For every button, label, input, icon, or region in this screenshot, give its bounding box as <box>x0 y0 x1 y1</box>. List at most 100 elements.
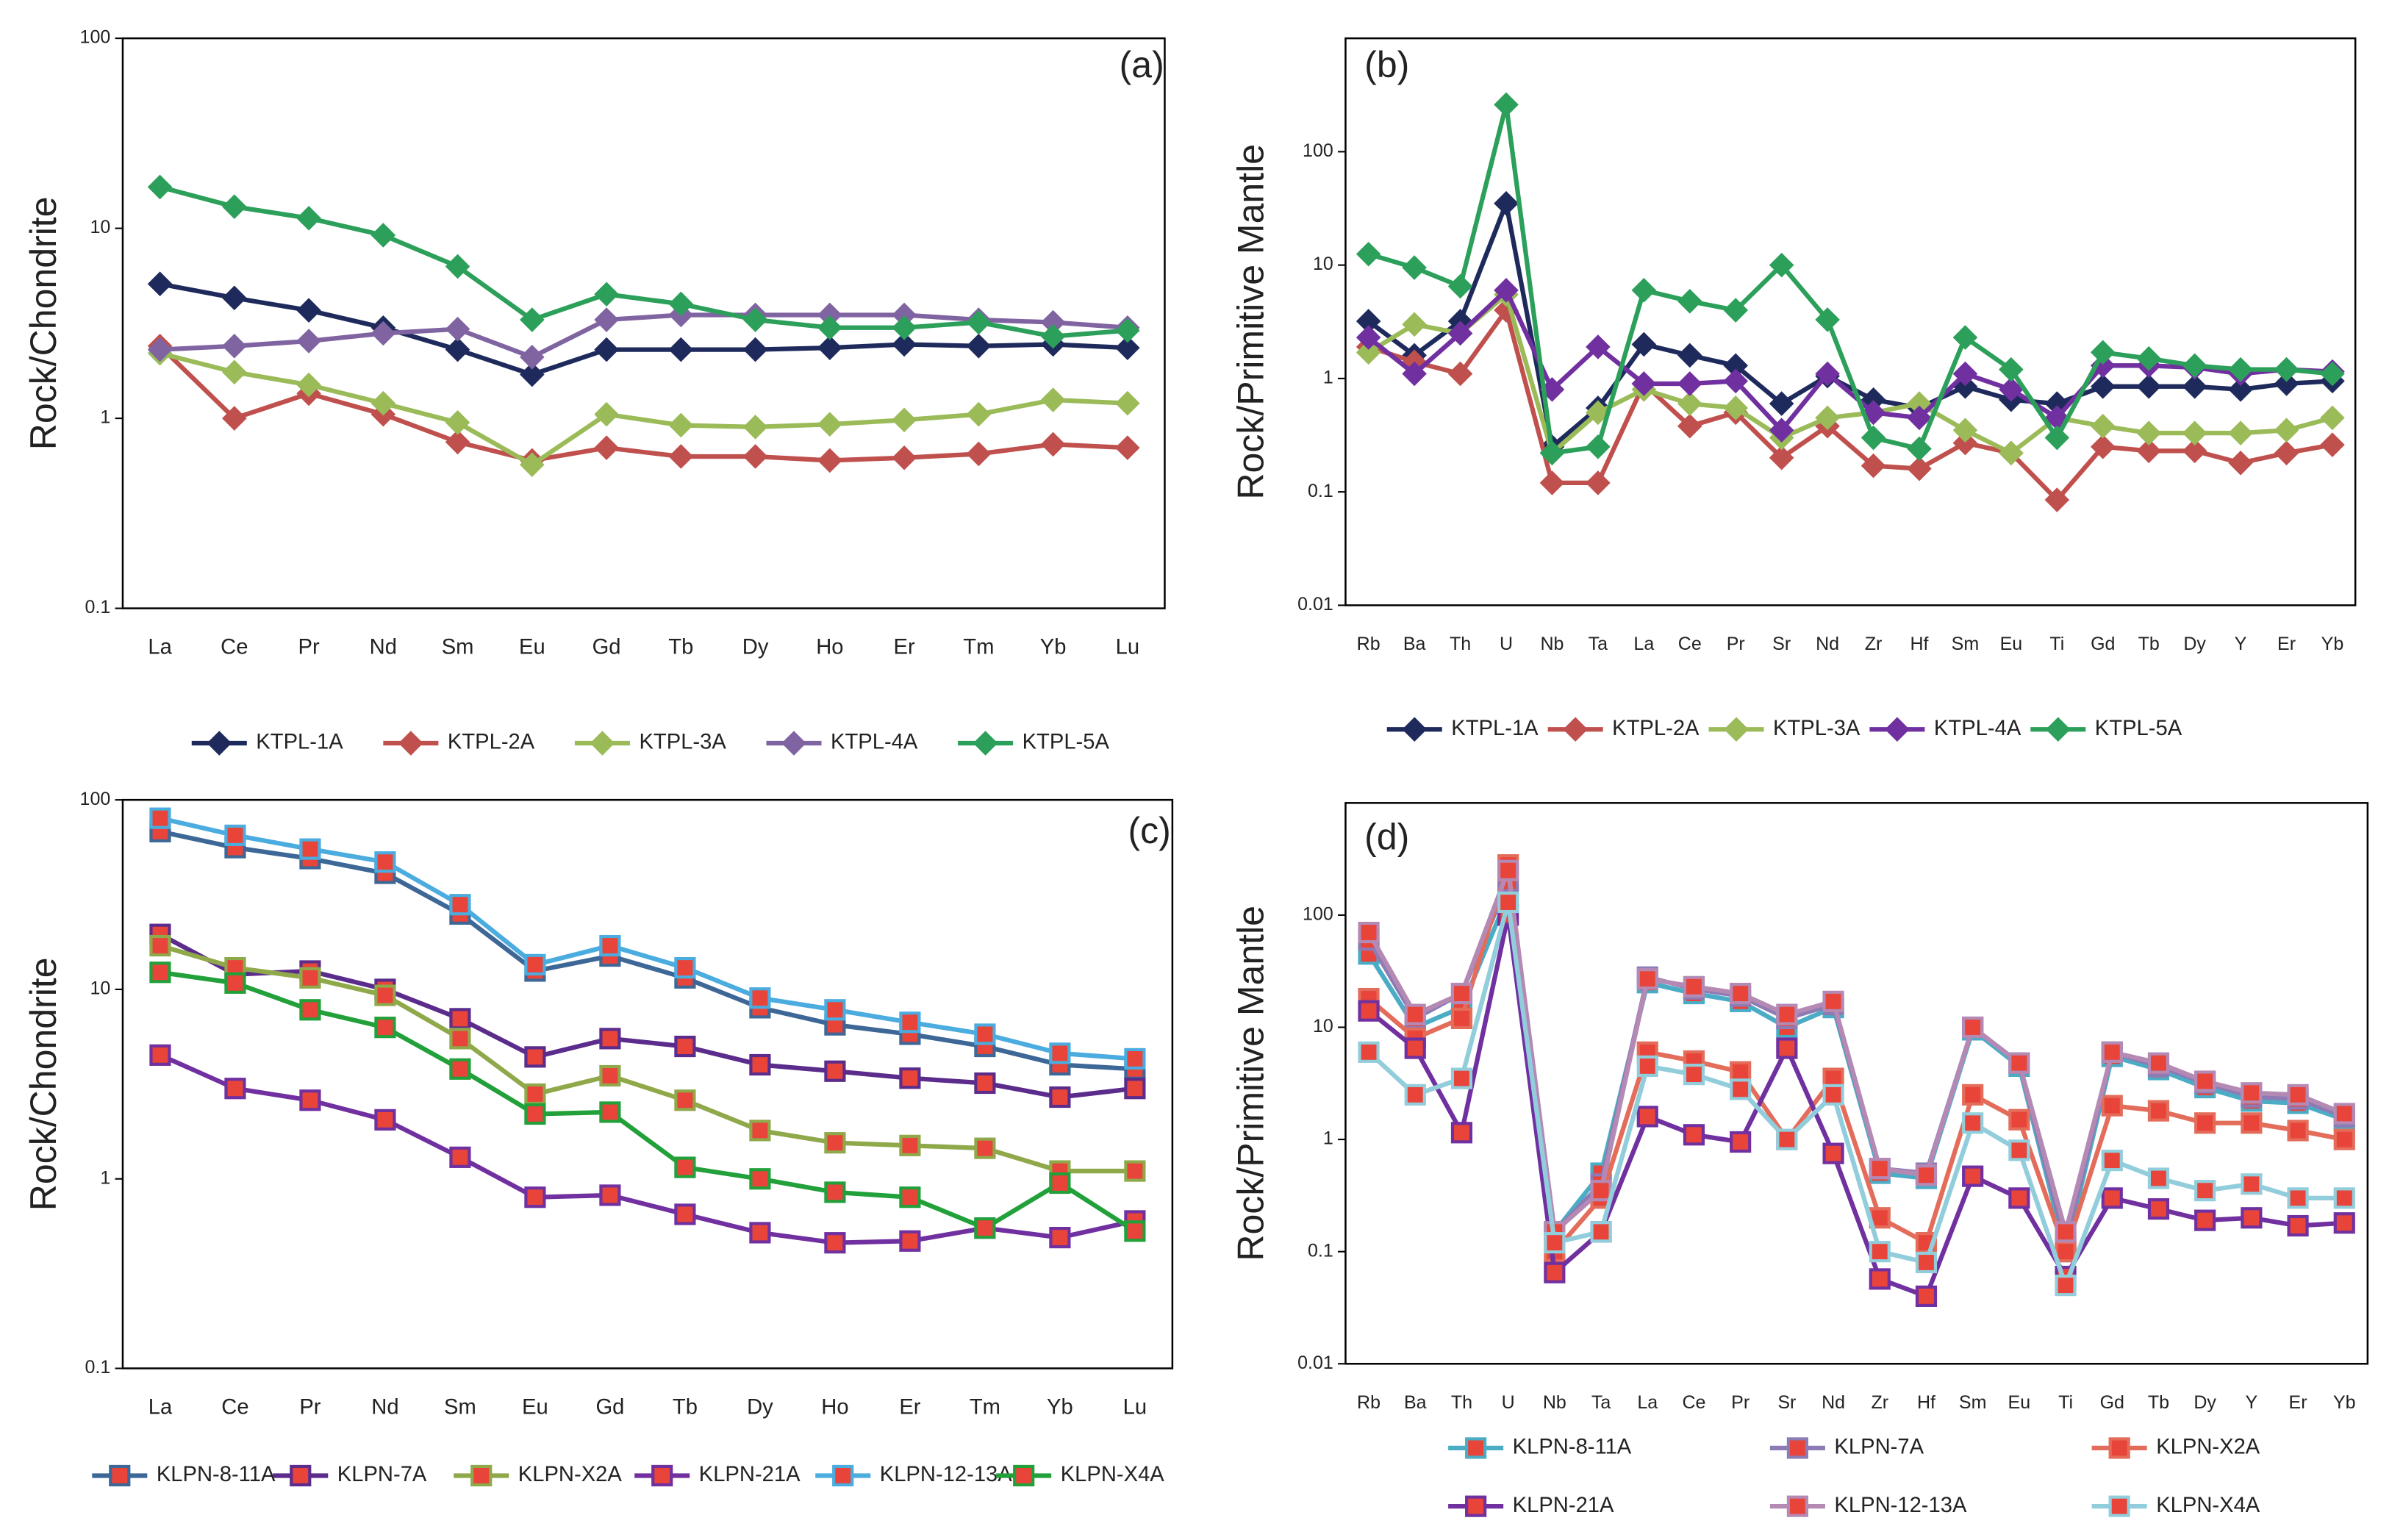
x-tick-label: Rb <box>1357 634 1380 654</box>
data-point <box>1683 1124 1705 1146</box>
x-tick-label: Y <box>2246 1392 2258 1413</box>
data-point <box>224 972 246 994</box>
y-tick-label: 0.1 <box>1308 1240 1333 1261</box>
data-point <box>824 1232 846 1254</box>
series-line <box>1367 870 2346 1241</box>
x-tick-label: Gd <box>595 1395 624 1419</box>
x-tick-label: Tb <box>2148 1392 2169 1413</box>
y-tick-label: 100 <box>1303 140 1333 161</box>
legend-marker <box>1724 717 1749 742</box>
data-point <box>1404 1003 1426 1025</box>
legend-label: KLPN-8-11A <box>157 1463 276 1486</box>
data-point <box>1962 1165 1984 1187</box>
panel-label: (a) <box>1120 44 1164 85</box>
data-point <box>1404 1084 1426 1106</box>
data-point <box>1776 1128 1798 1150</box>
data-point <box>1952 430 1978 456</box>
data-point <box>1730 982 1752 1005</box>
legend-label: KLPN-21A <box>1513 1494 1614 1517</box>
data-point <box>1494 92 1519 118</box>
data-point <box>1356 340 1381 365</box>
x-tick-label: Pr <box>1731 1392 1750 1413</box>
data-point <box>966 401 992 427</box>
data-point <box>374 1017 396 1039</box>
data-point <box>2090 373 2116 399</box>
data-point <box>1497 891 1519 914</box>
data-point <box>449 1008 471 1030</box>
legend-marker <box>2045 717 2071 742</box>
data-point <box>2287 1214 2309 1237</box>
data-point <box>749 1222 771 1244</box>
data-point <box>892 332 917 357</box>
data-point <box>749 1053 771 1076</box>
y-tick-label: 0.1 <box>85 597 111 617</box>
plot-frame <box>121 37 1166 609</box>
legend-marker <box>1786 1437 1808 1459</box>
data-point <box>2228 357 2253 382</box>
x-tick-label: Hf <box>1910 634 1928 654</box>
data-point <box>524 1186 546 1208</box>
x-tick-label: Nd <box>371 1395 398 1419</box>
data-point <box>1962 1084 1984 1106</box>
x-tick-label: Dy <box>2194 1392 2216 1413</box>
x-tick-label: Ce <box>1682 1392 1705 1413</box>
legend-label: KLPN-X4A <box>1061 1463 1165 1486</box>
legend-label: KTPL-5A <box>1023 731 1110 754</box>
data-point <box>1636 1055 1658 1078</box>
data-point <box>299 999 321 1021</box>
data-point <box>1999 357 2024 382</box>
data-point <box>449 894 471 916</box>
data-point <box>2182 438 2207 464</box>
data-point <box>2194 1112 2216 1134</box>
x-tick-label: Tb <box>673 1395 698 1419</box>
x-tick-label: Gd <box>592 635 621 659</box>
data-point <box>1450 1007 1473 1030</box>
x-tick-label: Nb <box>1543 1392 1566 1413</box>
data-point <box>296 298 321 323</box>
x-tick-label: Pr <box>298 635 319 659</box>
x-tick-label: Ta <box>1591 1392 1611 1413</box>
data-point <box>594 282 619 307</box>
legend-label: KTPL-4A <box>831 731 918 754</box>
legend-label: KTPL-1A <box>256 731 343 754</box>
data-point <box>370 223 396 248</box>
data-point <box>599 1028 621 1050</box>
data-point <box>1907 405 1932 431</box>
x-tick-label: Eu <box>2008 1392 2031 1413</box>
data-point <box>1677 343 1702 368</box>
data-point <box>2333 1103 2355 1125</box>
data-point <box>2320 361 2345 387</box>
data-point <box>817 335 842 360</box>
y-axis-title: Rock/Chondrite <box>23 196 64 450</box>
data-point <box>966 309 992 335</box>
x-tick-label: Ba <box>1404 1392 1427 1413</box>
data-point <box>2008 1109 2030 1131</box>
data-point <box>742 415 768 440</box>
data-point <box>520 362 545 387</box>
data-point <box>594 401 619 427</box>
data-point <box>374 851 396 873</box>
data-point <box>2228 377 2253 402</box>
data-point <box>1124 1160 1146 1182</box>
data-point <box>1815 307 1840 332</box>
x-tick-label: U <box>1502 1392 1515 1413</box>
y-tick-label: 10 <box>1313 1016 1333 1036</box>
data-point <box>824 1181 846 1203</box>
data-point <box>899 1134 921 1156</box>
data-point <box>2008 1139 2030 1161</box>
data-point <box>1915 1285 1938 1307</box>
data-point <box>1822 990 1844 1012</box>
data-point <box>742 307 768 332</box>
x-tick-label: Sm <box>442 635 474 659</box>
data-point <box>2274 357 2299 382</box>
data-point <box>2044 487 2070 512</box>
data-point <box>2194 1070 2216 1092</box>
series-line <box>1367 304 2333 504</box>
data-point <box>222 194 247 219</box>
data-point <box>1915 1251 1938 1274</box>
legend-label: KLPN-X4A <box>2156 1494 2260 1517</box>
data-point <box>2136 345 2161 371</box>
data-point <box>2320 405 2345 431</box>
legend-label: KTPL-1A <box>1451 717 1539 740</box>
data-point <box>2287 1084 2309 1106</box>
